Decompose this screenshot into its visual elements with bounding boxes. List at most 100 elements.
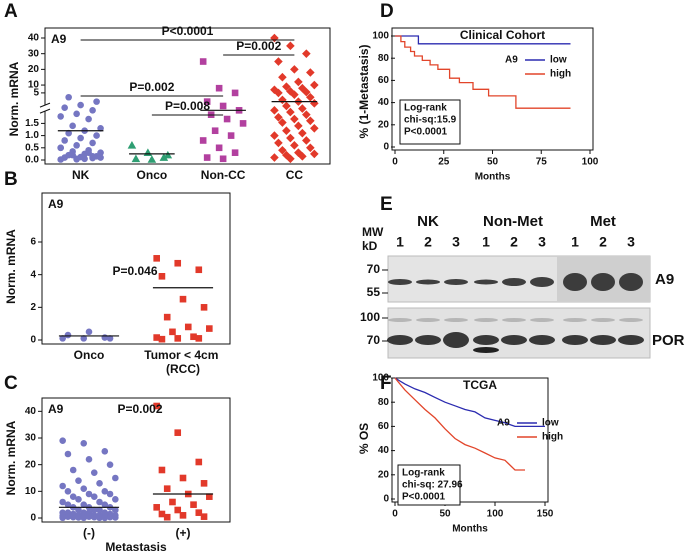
point	[80, 514, 88, 522]
point	[73, 155, 80, 163]
point	[270, 85, 279, 95]
point	[174, 259, 182, 267]
point	[163, 513, 171, 521]
survival-line	[394, 377, 525, 471]
point	[174, 506, 182, 514]
mw-title: MW	[362, 225, 384, 239]
x-tick-label: 75	[536, 157, 548, 168]
legend-title: A9	[505, 55, 518, 66]
point	[81, 155, 88, 163]
y-tick-label: 2	[30, 302, 36, 313]
point	[101, 501, 109, 508]
point	[282, 150, 291, 160]
blot-band	[618, 335, 644, 345]
y-tick-label: 40	[378, 445, 390, 456]
point	[195, 509, 203, 516]
survival-line	[395, 35, 571, 45]
point	[153, 255, 160, 262]
point	[274, 88, 283, 98]
y-tick-label: 30	[28, 48, 40, 59]
point	[147, 155, 157, 163]
blot-strip	[387, 307, 651, 359]
point	[215, 84, 223, 92]
y-axis-label: % (1-Metastasis)	[357, 44, 371, 138]
point	[274, 138, 283, 148]
point	[80, 485, 88, 492]
legend-label: high	[550, 69, 571, 80]
point	[282, 126, 291, 136]
point	[69, 122, 76, 130]
x-tick-label: 100	[487, 509, 504, 520]
point	[286, 107, 295, 117]
y-tick-label: 20	[378, 469, 390, 480]
y-tick-label: 80	[378, 397, 390, 408]
point	[59, 498, 66, 506]
x-tick-label: 150	[537, 509, 554, 520]
point	[302, 49, 311, 58]
point	[127, 141, 137, 149]
point	[200, 304, 208, 311]
y-tick-label: 1.5	[25, 118, 39, 129]
point	[310, 80, 319, 90]
band-label: POR	[652, 332, 685, 349]
plot-frame	[44, 27, 331, 165]
plot-frame	[41, 192, 231, 345]
chart-title: Clinical Cohort	[460, 28, 545, 42]
point	[112, 506, 119, 514]
point	[64, 488, 72, 495]
point	[89, 139, 96, 147]
point	[106, 490, 114, 498]
point	[239, 120, 247, 127]
blot-band	[443, 332, 469, 348]
y-tick-label: 6	[30, 237, 36, 248]
x-tick-label: Onco	[137, 168, 168, 182]
x-tick-label: 100	[582, 157, 599, 168]
panel-letter: B	[4, 169, 18, 190]
legend-label: low	[542, 418, 559, 429]
lane-label: 3	[452, 234, 460, 250]
point	[61, 137, 68, 144]
point	[278, 118, 287, 127]
point	[302, 110, 311, 119]
point	[290, 90, 299, 99]
p-value: P=0.046	[112, 264, 157, 278]
point	[73, 142, 80, 149]
point	[75, 514, 82, 521]
point	[310, 149, 319, 159]
point	[274, 113, 283, 122]
x-tick-label: (+)	[176, 526, 191, 540]
group-label: NK	[417, 213, 439, 230]
point	[270, 131, 279, 140]
point	[195, 266, 203, 274]
y-tick-label: 1.0	[25, 130, 39, 141]
blot-band	[444, 279, 468, 285]
point	[195, 458, 203, 466]
group-label: Met	[590, 213, 616, 230]
lane-label: 1	[571, 234, 579, 250]
inset-label: A9	[51, 32, 67, 46]
point	[80, 440, 88, 447]
point	[169, 328, 176, 336]
panel-letter: C	[4, 373, 18, 394]
point	[77, 101, 84, 109]
y-tick-label: 0	[30, 335, 36, 346]
x-tick-label: 25	[438, 157, 450, 168]
y-tick-label: 20	[25, 459, 37, 470]
point	[195, 335, 203, 342]
point	[274, 57, 283, 66]
point	[223, 115, 231, 123]
y-tick-label: 100	[372, 373, 389, 384]
axis-break-mark	[39, 102, 51, 108]
point	[184, 323, 192, 331]
plot-frame	[391, 377, 549, 503]
point	[158, 273, 166, 280]
point	[199, 58, 207, 65]
p-value: P=0.002	[236, 39, 281, 53]
y-tick-label: 0.5	[25, 142, 39, 153]
point	[89, 107, 96, 114]
y-tick-label: 80	[378, 53, 390, 64]
point	[85, 328, 93, 336]
panel-letter: D	[380, 1, 394, 22]
point	[85, 490, 93, 498]
blot-band	[444, 318, 468, 322]
